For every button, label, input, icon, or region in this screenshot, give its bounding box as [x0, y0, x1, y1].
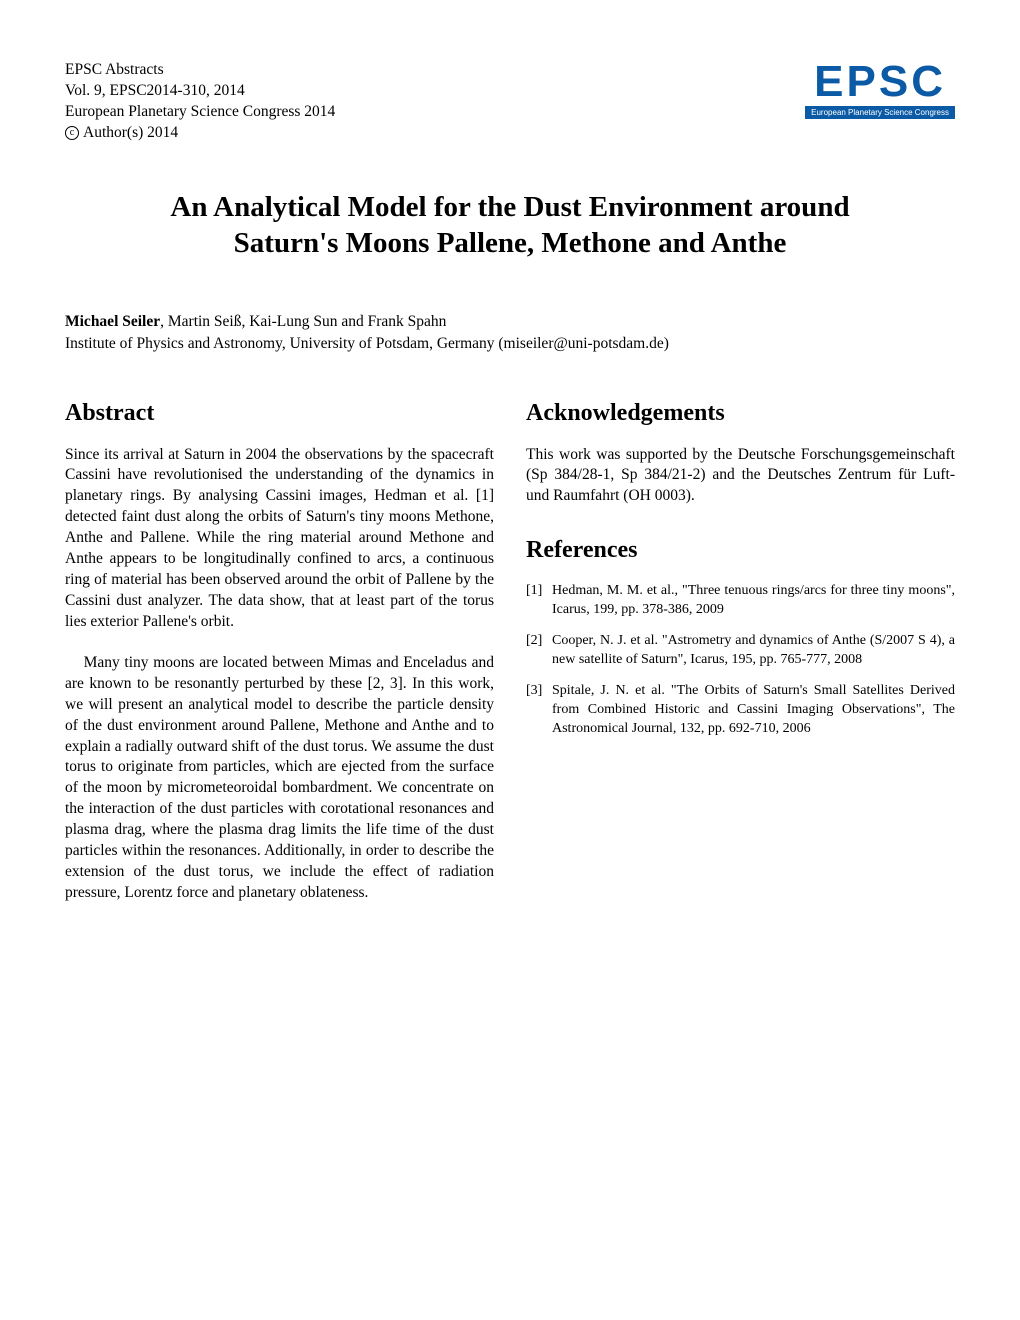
copyright-icon: c	[65, 126, 79, 140]
reference-list: [1] Hedman, M. M. et al., "Three tenuous…	[526, 582, 955, 738]
reference-text: Hedman, M. M. et al., "Three tenuous rin…	[552, 582, 955, 620]
co-authors: , Martin Seiß, Kai-Lung Sun and Frank Sp…	[160, 313, 446, 330]
epsc-logo: EPSC European Planetary Science Congress	[805, 60, 955, 119]
reference-text: Cooper, N. J. et al. "Astrometry and dyn…	[552, 632, 955, 670]
logo-main-text: EPSC	[805, 60, 955, 104]
header-line-2: Vol. 9, EPSC2014-310, 2014	[65, 81, 335, 102]
copyright-line: c Author(s) 2014	[65, 123, 335, 144]
reference-number: [1]	[526, 582, 552, 620]
authors-block: Michael Seiler, Martin Seiß, Kai-Lung Su…	[65, 311, 955, 354]
affiliation: Institute of Physics and Astronomy, Univ…	[65, 333, 955, 355]
reference-text: Spitale, J. N. et al. "The Orbits of Sat…	[552, 682, 955, 739]
title-line-1: An Analytical Model for the Dust Environ…	[65, 189, 955, 225]
acknowledgements-text: This work was supported by the Deutsche …	[526, 445, 955, 508]
logo-sub-text: European Planetary Science Congress	[805, 106, 955, 119]
header-line-1: EPSC Abstracts	[65, 60, 335, 81]
authors-line: Michael Seiler, Martin Seiß, Kai-Lung Su…	[65, 311, 955, 333]
body-columns: Abstract Since its arrival at Saturn in …	[65, 400, 955, 904]
lead-author: Michael Seiler	[65, 313, 160, 330]
reference-item: [1] Hedman, M. M. et al., "Three tenuous…	[526, 582, 955, 620]
title-line-2: Saturn's Moons Pallene, Methone and Anth…	[65, 225, 955, 261]
reference-number: [2]	[526, 632, 552, 670]
header-meta: EPSC Abstracts Vol. 9, EPSC2014-310, 201…	[65, 60, 335, 144]
acknowledgements-heading: Acknowledgements	[526, 400, 955, 427]
page-header: EPSC Abstracts Vol. 9, EPSC2014-310, 201…	[65, 60, 955, 144]
reference-number: [3]	[526, 682, 552, 739]
title-block: An Analytical Model for the Dust Environ…	[65, 189, 955, 262]
copyright-text: Author(s) 2014	[83, 123, 178, 144]
references-heading: References	[526, 537, 955, 564]
abstract-heading: Abstract	[65, 400, 494, 427]
abstract-paragraph-2: Many tiny moons are located between Mima…	[65, 653, 494, 904]
right-column: Acknowledgements This work was supported…	[526, 400, 955, 904]
reference-item: [2] Cooper, N. J. et al. "Astrometry and…	[526, 632, 955, 670]
reference-item: [3] Spitale, J. N. et al. "The Orbits of…	[526, 682, 955, 739]
left-column: Abstract Since its arrival at Saturn in …	[65, 400, 494, 904]
abstract-paragraph-1: Since its arrival at Saturn in 2004 the …	[65, 445, 494, 633]
header-line-3: European Planetary Science Congress 2014	[65, 102, 335, 123]
